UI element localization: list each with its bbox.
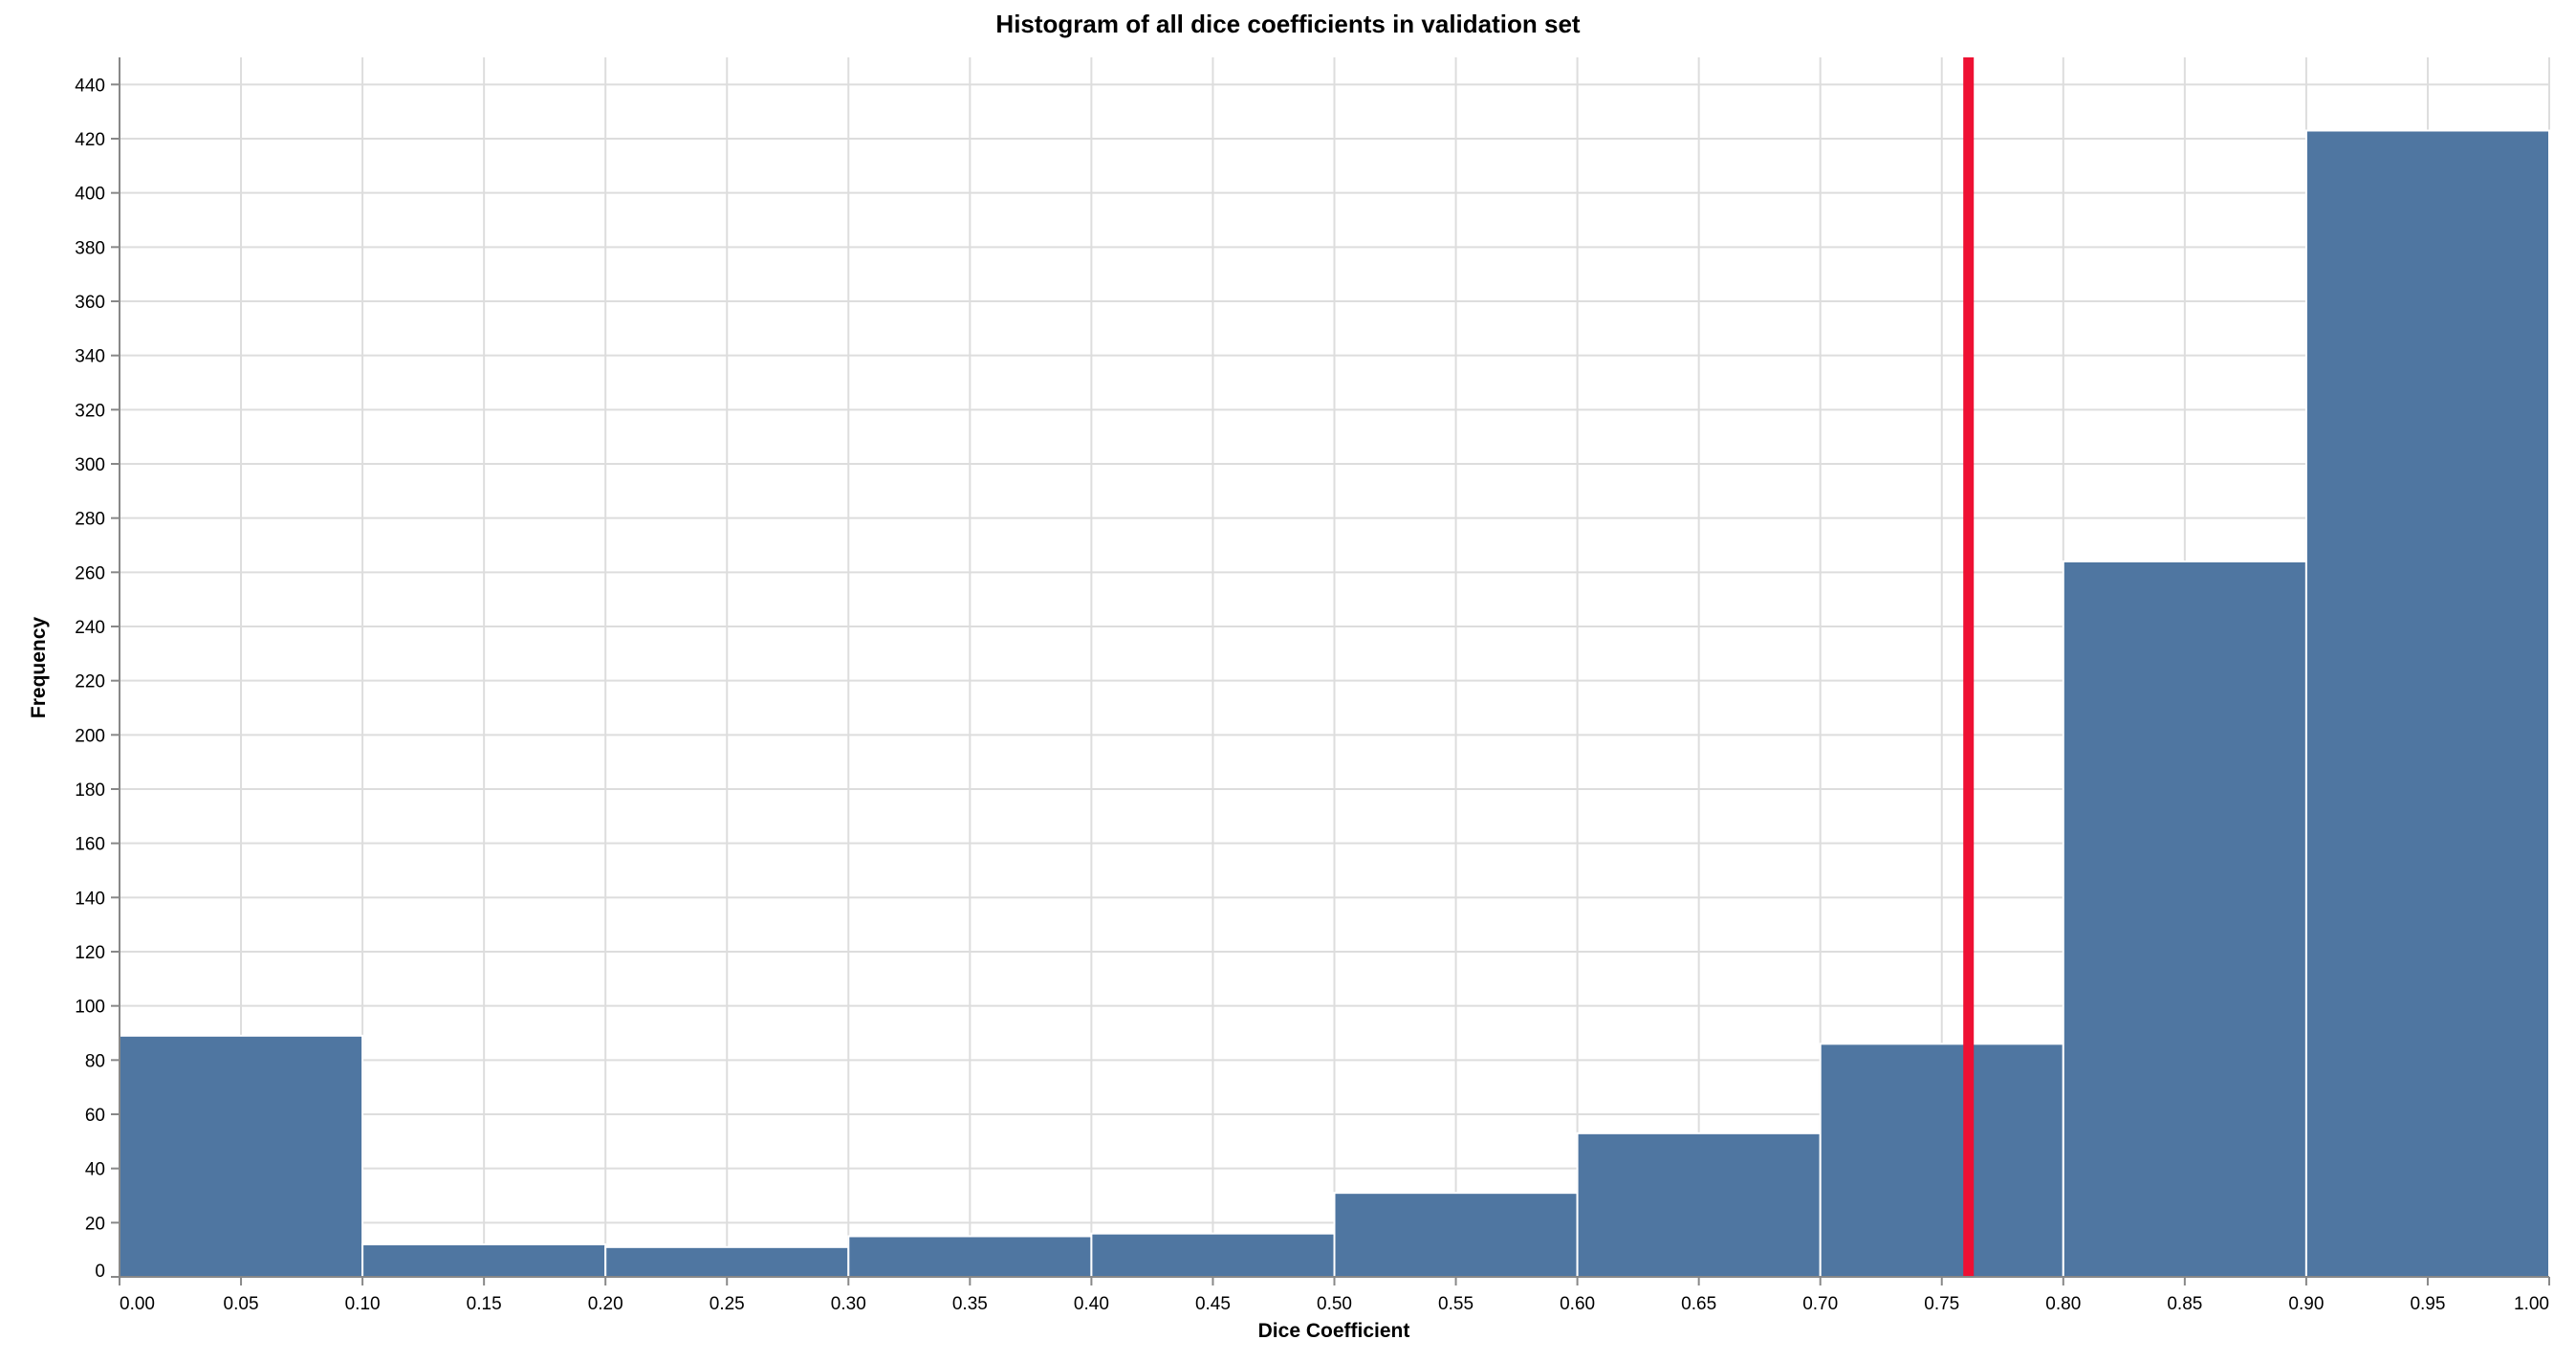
x-tick-label: 0.20 (588, 1294, 623, 1314)
x-tick-label: 0.60 (1560, 1294, 1595, 1314)
histogram-bar (1576, 1131, 1822, 1279)
chart-title: Histogram of all dice coefficients in va… (995, 10, 1580, 38)
x-tick-label: 0.45 (1195, 1294, 1231, 1314)
x-tick-label: 0.55 (1438, 1294, 1474, 1314)
bar-layer (119, 129, 2550, 1279)
y-tick-label: 440 (75, 76, 105, 96)
histogram-bar (604, 1245, 850, 1279)
histogram-bar (2062, 560, 2307, 1278)
histogram-bar (2304, 129, 2550, 1278)
histogram-bar (361, 1243, 607, 1278)
y-tick-label: 360 (75, 293, 105, 313)
y-tick-label: 60 (85, 1106, 105, 1126)
x-tick-label: 0.75 (1924, 1294, 1959, 1314)
y-tick-label: 0 (95, 1262, 105, 1282)
histogram-bar (1333, 1192, 1579, 1278)
y-tick-label: 240 (75, 618, 105, 638)
axis-layer: 0.00 0.05 0.10 0.15 0.20 0.25 0.30 0.35 0.40 0.45… (75, 57, 2550, 1314)
y-tick-label: 100 (75, 998, 105, 1018)
y-tick-label: 160 (75, 835, 105, 855)
y-tick-label: 380 (75, 238, 105, 258)
x-tick-label: 1.00 (2514, 1294, 2549, 1314)
y-tick-label: 420 (75, 130, 105, 150)
x-tick-label: 0.85 (2167, 1294, 2202, 1314)
y-tick-label: 40 (85, 1160, 105, 1180)
y-tick-label: 20 (85, 1214, 105, 1234)
y-tick-label: 220 (75, 672, 105, 692)
histogram-bar (1090, 1232, 1336, 1278)
y-tick-label: 120 (75, 943, 105, 963)
histogram-bar (119, 1034, 364, 1279)
x-tick-label: 0.50 (1317, 1294, 1352, 1314)
x-tick-label: 0.65 (1681, 1294, 1716, 1314)
x-tick-label: 0.10 (345, 1294, 381, 1314)
x-tick-label: 0.95 (2410, 1294, 2445, 1314)
y-tick-label: 180 (75, 780, 105, 801)
x-tick-label: 0.35 (952, 1294, 988, 1314)
histogram-bar (847, 1235, 1093, 1278)
x-tick-label: 0.25 (709, 1294, 745, 1314)
x-tick-label: 0.90 (2288, 1294, 2324, 1314)
histogram-bar (1819, 1043, 2064, 1279)
y-tick-label: 80 (85, 1051, 105, 1071)
x-tick-label: 0.15 (467, 1294, 502, 1314)
x-tick-label: 0.30 (831, 1294, 866, 1314)
x-tick-label: 0.05 (224, 1294, 259, 1314)
y-tick-label: 340 (75, 347, 105, 367)
y-tick-label: 280 (75, 510, 105, 530)
x-tick-label: 0.00 (120, 1294, 155, 1314)
y-tick-label: 320 (75, 401, 105, 421)
x-axis-title: Dice Coefficient (1258, 1320, 1410, 1342)
y-tick-label: 140 (75, 889, 105, 909)
x-tick-label: 0.80 (2045, 1294, 2081, 1314)
y-axis-title: Frequency (28, 617, 50, 719)
x-tick-label: 0.70 (1802, 1294, 1838, 1314)
y-tick-label: 400 (75, 185, 105, 205)
y-tick-label: 300 (75, 455, 105, 475)
y-tick-label: 260 (75, 563, 105, 583)
y-tick-label: 200 (75, 726, 105, 746)
x-tick-label: 0.40 (1074, 1294, 1109, 1314)
